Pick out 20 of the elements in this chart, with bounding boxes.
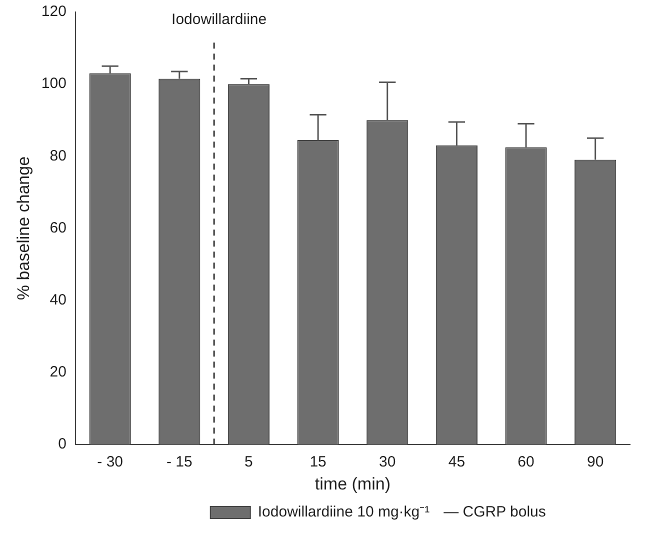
x-tick-label: 15 — [310, 454, 326, 471]
text: — CGRP bolus — [444, 504, 546, 521]
x-tick-label: 90 — [586, 454, 604, 471]
y-tick-label: 80 — [50, 147, 66, 164]
x-tick-label: 60 — [518, 454, 534, 471]
x-tick-label: 5 — [244, 454, 253, 471]
x-axis-title: time (min) — [314, 474, 390, 494]
y-tick-label: 100 — [41, 75, 66, 92]
y-tick-label: 20 — [50, 364, 66, 381]
y-tick-label: 0 — [58, 436, 66, 453]
x-tick-label: - 15 — [166, 454, 192, 471]
y-tick-label: 60 — [50, 219, 66, 236]
annotation: Iodowillardiine — [172, 11, 267, 28]
y-tick-label: 120 — [41, 3, 66, 20]
y-tick-label: 40 — [50, 292, 66, 309]
x-tick-label: - 30 — [97, 454, 124, 471]
legend-label: Iodowillardiine 10 mg·kg⁻¹ — [258, 504, 430, 521]
y-axis-title: % baseline change — [14, 156, 33, 300]
x-tick-label: 30 — [379, 454, 396, 471]
x-tick-label: 45 — [448, 454, 466, 471]
